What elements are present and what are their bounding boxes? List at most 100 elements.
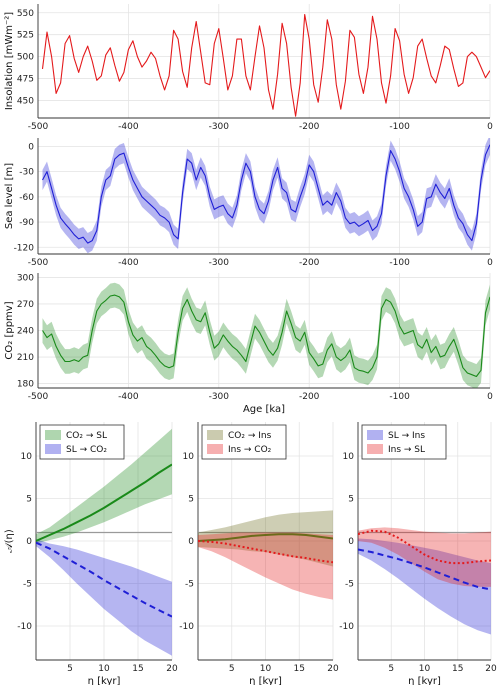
y-tick-label: 300 bbox=[17, 273, 34, 283]
x-tick-label: -200 bbox=[299, 258, 320, 268]
legend: CO₂ → SL SL → CO₂ bbox=[39, 424, 125, 460]
chart-3: -500 -400 -300 -200 -100 0 180 210 240 270 300 Age … bbox=[4, 273, 493, 415]
x-tick-label: 20 bbox=[485, 664, 497, 674]
legend-label: SL → CO₂ bbox=[66, 445, 107, 455]
y-tick-label: 525 bbox=[17, 31, 34, 41]
legend-label: CO₂ → Ins bbox=[228, 431, 272, 441]
y-tick-label: 0 bbox=[348, 537, 354, 547]
x-tick-label: -400 bbox=[118, 122, 139, 132]
plot-area bbox=[42, 282, 490, 388]
y-tick-label: 210 bbox=[17, 353, 34, 363]
y-tick-label: -10 bbox=[17, 622, 32, 632]
y-tick-label: -5 bbox=[185, 580, 194, 590]
y-tick-label: -10 bbox=[339, 622, 354, 632]
y-tick-label: -5 bbox=[345, 580, 354, 590]
y-tick-label: -120 bbox=[14, 243, 35, 253]
legend-swatch bbox=[45, 430, 61, 440]
y-tick-label: 5 bbox=[26, 495, 32, 505]
x-tick-label: -400 bbox=[118, 392, 139, 402]
x-tick-label: -200 bbox=[299, 122, 320, 132]
y-tick-label: 270 bbox=[17, 300, 34, 310]
y-tick-label: 450 bbox=[17, 96, 34, 106]
chart-4: 5 10 15 20 -10 -5 0 5 10 η [kyr] 𝒜(η) CO₂ → SL SL → … bbox=[4, 422, 178, 685]
series-line bbox=[198, 540, 333, 564]
x-axis-label: η [kyr] bbox=[408, 676, 441, 685]
uncertainty-band bbox=[42, 138, 490, 254]
legend-box bbox=[361, 424, 447, 460]
x-tick-label: -500 bbox=[28, 392, 49, 402]
y-tick-label: 10 bbox=[21, 452, 33, 462]
chart-1: -500 -400 -300 -200 -100 0 450 475 500 525 550Inso… bbox=[4, 4, 493, 132]
x-tick-label: -500 bbox=[28, 122, 49, 132]
uncertainty-band bbox=[198, 532, 333, 600]
x-tick-label: 20 bbox=[166, 664, 178, 674]
y-tick-label: 0 bbox=[26, 537, 32, 547]
y-axis-label: Sea level [m] bbox=[4, 163, 15, 229]
plot-area bbox=[198, 510, 333, 600]
legend-box bbox=[39, 424, 125, 460]
uncertainty-band bbox=[42, 282, 490, 388]
y-tick-label: 500 bbox=[17, 53, 34, 63]
legend-label: CO₂ → SL bbox=[66, 431, 107, 441]
x-axis-label: η [kyr] bbox=[249, 676, 282, 685]
legend: SL → Ins Ins → SL bbox=[361, 424, 447, 460]
series-line bbox=[358, 548, 491, 591]
legend-label: Ins → SL bbox=[388, 445, 425, 455]
y-tick-label: 180 bbox=[17, 380, 34, 390]
x-tick-label: -100 bbox=[389, 392, 410, 402]
x-axis-label: η [kyr] bbox=[88, 676, 121, 685]
series-line bbox=[42, 144, 490, 244]
plot-area bbox=[41, 13, 490, 117]
x-tick-label: 0 bbox=[487, 392, 493, 402]
y-tick-label: -60 bbox=[19, 193, 34, 203]
x-tick-label: -200 bbox=[299, 392, 320, 402]
legend-swatch bbox=[45, 444, 61, 454]
uncertainty-band bbox=[358, 527, 491, 587]
uncertainty-band bbox=[358, 538, 491, 635]
x-axis-label: Age [ka] bbox=[243, 404, 285, 415]
series-line bbox=[36, 541, 172, 618]
legend-swatch bbox=[207, 444, 223, 454]
x-tick-label: 0 bbox=[487, 258, 493, 268]
series-line bbox=[42, 294, 490, 378]
x-tick-label: 15 bbox=[132, 664, 143, 674]
x-tick-label: 10 bbox=[419, 664, 431, 674]
x-tick-label: 0 bbox=[487, 122, 493, 132]
legend-label: Ins → CO₂ bbox=[228, 445, 272, 455]
y-tick-label: 240 bbox=[17, 327, 34, 337]
y-tick-label: 550 bbox=[17, 9, 34, 19]
y-tick-label: -5 bbox=[23, 580, 32, 590]
x-tick-label: -100 bbox=[389, 258, 410, 268]
uncertainty-band bbox=[36, 539, 172, 656]
legend-label: SL → Ins bbox=[388, 431, 425, 441]
y-axis-label: CO₂ [ppmv] bbox=[4, 301, 15, 359]
x-tick-label: 5 bbox=[229, 664, 235, 674]
x-tick-label: -300 bbox=[209, 122, 230, 132]
x-tick-label: 10 bbox=[260, 664, 272, 674]
y-tick-label: 10 bbox=[183, 452, 195, 462]
x-tick-label: 5 bbox=[388, 664, 394, 674]
series-line bbox=[358, 529, 491, 565]
uncertainty-band bbox=[36, 428, 172, 544]
x-tick-label: -100 bbox=[389, 122, 410, 132]
x-tick-label: -300 bbox=[209, 392, 230, 402]
chart-5: 5 10 15 20 -10 -5 0 5 10 η [kyr] CO₂ → Ins Ins → CO… bbox=[179, 422, 339, 685]
legend-swatch bbox=[367, 444, 383, 454]
x-tick-label: 20 bbox=[327, 664, 339, 674]
legend-swatch bbox=[207, 430, 223, 440]
x-tick-label: 10 bbox=[98, 664, 110, 674]
x-tick-label: 5 bbox=[67, 664, 73, 674]
series-line bbox=[36, 463, 172, 542]
x-tick-label: -400 bbox=[118, 258, 139, 268]
legend-box bbox=[201, 424, 287, 460]
y-tick-label: -10 bbox=[179, 622, 194, 632]
y-axis-label: Insolation [mWm⁻²] bbox=[4, 12, 15, 110]
x-tick-label: 15 bbox=[294, 664, 305, 674]
y-tick-label: -90 bbox=[19, 218, 34, 228]
plot-area bbox=[358, 527, 491, 635]
y-tick-label: 5 bbox=[348, 495, 354, 505]
y-tick-label: 0 bbox=[188, 537, 194, 547]
plot-area bbox=[42, 138, 490, 254]
y-tick-label: 0 bbox=[28, 142, 34, 152]
